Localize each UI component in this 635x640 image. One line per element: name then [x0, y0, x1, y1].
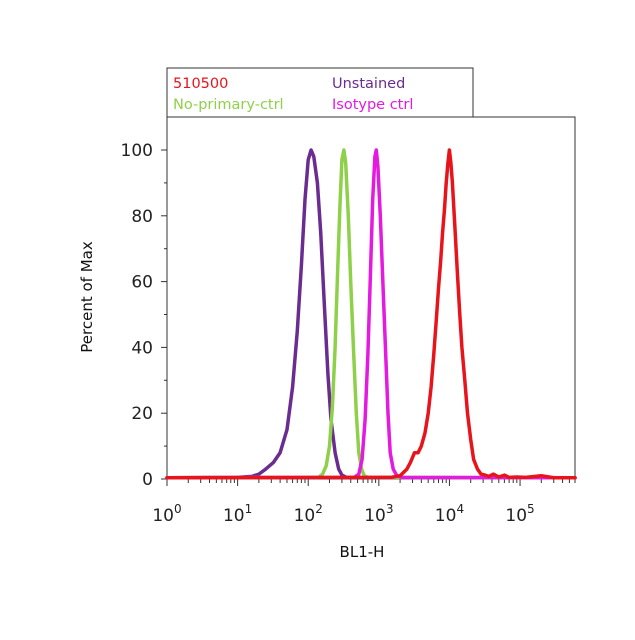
x-tick-label: 100	[152, 502, 181, 526]
series-line-510500	[165, 148, 577, 480]
y-tick-label: 40	[131, 338, 153, 358]
y-tick-label: 60	[131, 273, 153, 293]
y-tick-label: 20	[131, 404, 153, 424]
x-tick-label: 101	[223, 502, 252, 526]
x-tick-label: 105	[505, 502, 534, 526]
legend-entry-no-primary-ctrl: No-primary-ctrl	[173, 97, 284, 113]
legend: 510500 Unstained No-primary-ctrl Isotype ct…	[166, 67, 474, 118]
series-line-isotype-ctrl	[165, 148, 577, 480]
legend-entry-510500: 510500	[173, 76, 228, 92]
x-tick-label: 102	[294, 502, 323, 526]
x-tick-label: 104	[435, 502, 464, 526]
series-line-unstained	[165, 148, 577, 480]
legend-entry-unstained: Unstained	[332, 76, 405, 92]
y-tick-label: 80	[131, 207, 153, 227]
y-tick-label: 0	[142, 470, 153, 490]
plot-area: 0 20 40 60 80 100 100 101 102 103 104 105	[121, 116, 577, 526]
x-tick-label: 103	[364, 502, 393, 526]
y-tick-label: 100	[121, 141, 153, 161]
legend-entry-isotype-ctrl: Isotype ctrl	[332, 97, 413, 113]
legend-box	[166, 67, 474, 118]
x-axis-title: BL1-H	[340, 543, 385, 561]
y-axis-title: Percent of Max	[78, 241, 96, 353]
